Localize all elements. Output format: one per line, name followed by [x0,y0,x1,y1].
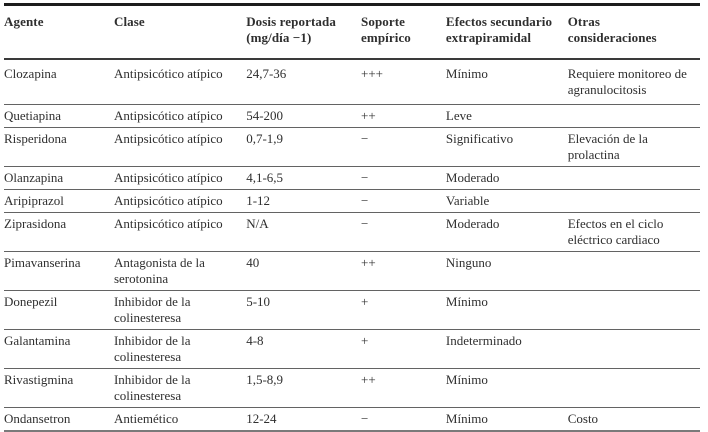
table-row-olanzapina: Olanzapina Antipsicótico atípico 4,1-6,5… [4,166,700,190]
cell-otras: Costo [567,411,599,426]
cell-efectos: Mínimo [445,411,488,426]
cell-dosis: 4-8 [246,329,362,369]
cell-otras [567,329,700,369]
cell-agente: Risperidona [4,127,114,167]
table-row-aripiprazol: Aripiprazol Antipsicótico atípico 1-12 −… [4,189,700,213]
column-header-soporte: Soporte empírico [361,4,446,60]
cell-agente: Donepezil [4,290,114,330]
cell-efectos: Ninguno [445,251,568,291]
table-row-rivastigmina: Rivastigmina Inhibidor de la colinestere… [4,368,700,408]
cell-soporte: − [361,127,446,167]
cell-agente: Clozapina [4,59,114,105]
table-header: Agente Clase Dosis reportada (mg/día −1)… [4,4,700,60]
cell-dosis: N/A [246,212,362,252]
cell-agente: Ondansetron [4,411,71,426]
cell-soporte: − [361,212,446,252]
cell-dosis: 12-24 [246,411,277,426]
cell-clase: Inhibidor de la colinesteresa [113,368,247,408]
cell-otras: Requiere monitoreo de agranulocitosis [567,59,700,105]
cell-agente: Rivastigmina [4,368,114,408]
cell-otras [567,189,700,213]
cell-agente: Quetiapina [4,104,114,128]
table-row-galantamina: Galantamina Inhibidor de la colinesteres… [4,329,700,369]
cell-efectos: Mínimo [445,368,568,408]
cell-efectos: Leve [445,104,568,128]
table-body: Clozapina Antipsicótico atípico 24,7-36 … [4,59,700,431]
cell-soporte: − [361,411,369,426]
cell-dosis: 40 [246,251,362,291]
cell-clase: Antipsicótico atípico [113,104,247,128]
cell-efectos: Significativo [445,127,568,167]
cell-clase: Inhibidor de la colinesteresa [113,290,247,330]
cell-agente: Pimavanserina [4,251,114,291]
cell-dosis: 1,5-8,9 [246,368,362,408]
cell-dosis: 54-200 [246,104,362,128]
column-header-agente: Agente [4,4,114,60]
cell-soporte: + [361,290,446,330]
cell-clase: Antipsicótico atípico [113,59,247,105]
cell-otras: Elevación de la prolactina [567,127,700,167]
cell-agente: Ziprasidona [4,212,114,252]
column-header-efectos: Efectos secundario extrapiramidal [445,4,568,60]
cell-clase: Inhibidor de la colinesteresa [113,329,247,369]
cell-soporte: ++ [361,368,446,408]
column-header-otras: Otras consideraciones [567,4,700,60]
column-header-dosis: Dosis reportada (mg/día −1) [246,4,362,60]
cell-soporte: − [361,166,446,190]
table-row-quetiapina: Quetiapina Antipsicótico atípico 54-200 … [4,104,700,128]
cell-dosis: 0,7-1,9 [246,127,362,167]
cell-otras [567,290,700,330]
column-header-clase: Clase [113,4,247,60]
header-row: Agente Clase Dosis reportada (mg/día −1)… [4,4,700,60]
cell-clase: Antagonista de la serotonina [113,251,247,291]
cell-dosis: 5-10 [246,290,362,330]
cell-dosis: 1-12 [246,189,362,213]
cell-otras [567,251,700,291]
cell-clase: Antipsicótico atípico [113,127,247,167]
cell-efectos: Variable [445,189,568,213]
table-row-donepezil: Donepezil Inhibidor de la colinesteresa … [4,290,700,330]
cell-dosis: 24,7-36 [246,59,362,105]
cell-soporte: − [361,189,446,213]
cell-soporte: + [361,329,446,369]
cell-agente: Olanzapina [4,166,114,190]
cell-dosis: 4,1-6,5 [246,166,362,190]
table-row-ziprasidona: Ziprasidona Antipsicótico atípico N/A − … [4,212,700,252]
cell-soporte: ++ [361,104,446,128]
table-row-ondansetron: Ondansetron Antiemético 12-24 − Mínimo C… [4,408,700,432]
cell-clase: Antiemético [113,411,179,426]
cell-agente: Aripiprazol [4,189,114,213]
cell-soporte: ++ [361,251,446,291]
cell-efectos: Indeterminado [445,329,568,369]
table-row-pimavanserina: Pimavanserina Antagonista de la serotoni… [4,251,700,291]
cell-otras [567,166,700,190]
drug-table: Agente Clase Dosis reportada (mg/día −1)… [4,3,700,432]
cell-otras: Efectos en el ciclo eléctrico cardiaco [567,212,700,252]
cell-otras [567,104,700,128]
cell-efectos: Mínimo [445,59,568,105]
table-row-clozapina: Clozapina Antipsicótico atípico 24,7-36 … [4,59,700,105]
cell-clase: Antipsicótico atípico [113,212,247,252]
cell-soporte: +++ [361,59,446,105]
cell-clase: Antipsicótico atípico [113,166,247,190]
cell-clase: Antipsicótico atípico [113,189,247,213]
cell-efectos: Mínimo [445,290,568,330]
cell-efectos: Moderado [445,166,568,190]
cell-agente: Galantamina [4,329,114,369]
cell-efectos: Moderado [445,212,568,252]
cell-otras [567,368,700,408]
table-row-risperidona: Risperidona Antipsicótico atípico 0,7-1,… [4,127,700,167]
